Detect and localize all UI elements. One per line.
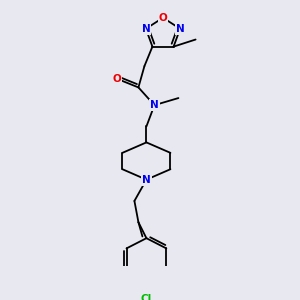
Text: N: N: [142, 175, 151, 185]
Text: N: N: [142, 24, 150, 34]
Text: N: N: [150, 100, 159, 110]
Text: O: O: [112, 74, 121, 83]
Text: Cl: Cl: [141, 294, 152, 300]
Text: O: O: [159, 13, 167, 23]
Text: N: N: [176, 24, 184, 34]
